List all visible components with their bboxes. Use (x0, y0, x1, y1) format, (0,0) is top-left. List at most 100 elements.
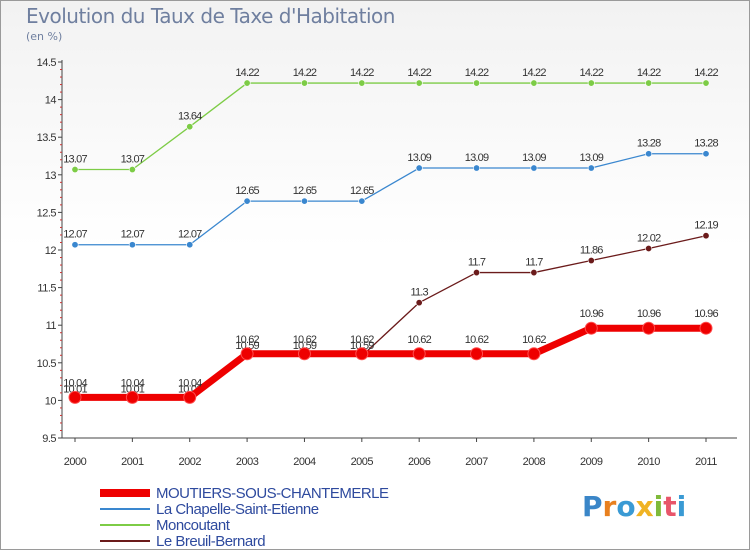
data-label: 13.09 (522, 152, 546, 164)
chart-legend: MOUTIERS-SOUS-CHANTEMERLE La Chapelle-Sai… (100, 484, 389, 550)
data-point (642, 321, 656, 335)
data-label: 13.07 (63, 154, 87, 166)
data-label: 10.04 (121, 377, 145, 389)
data-label: 12.19 (694, 220, 718, 232)
data-label: 14.22 (694, 67, 718, 79)
y-tick-label: 12 (45, 245, 57, 257)
logo-letter: i (653, 490, 664, 523)
data-point (412, 347, 426, 361)
x-tick-label: 2006 (408, 456, 431, 468)
data-point (530, 79, 538, 87)
legend-item: Le Breuil-Bernard (100, 532, 389, 550)
x-tick-label: 2003 (236, 456, 259, 468)
data-label: 10.01 (121, 384, 145, 396)
data-point (186, 123, 194, 131)
data-label: 12.07 (121, 229, 145, 241)
logo-letter: o (616, 490, 636, 523)
y-tick-label: 10 (45, 395, 57, 407)
data-point (71, 166, 79, 174)
data-label: 10.62 (293, 334, 317, 346)
data-point (587, 79, 595, 87)
data-point (415, 299, 423, 307)
data-label: 13.09 (580, 152, 604, 164)
x-tick-label: 2008 (523, 456, 546, 468)
x-tick-label: 2007 (465, 456, 488, 468)
data-label: 14.22 (465, 67, 489, 79)
x-tick-label: 2010 (637, 456, 660, 468)
series-moncoutant: 13.07 13.07 13.64 14.22 14.22 14.22 14.22 14.22… (63, 67, 719, 174)
data-point (186, 241, 194, 249)
data-label: 14.22 (350, 67, 374, 79)
data-point (473, 269, 481, 277)
x-tick-label: 2009 (580, 456, 603, 468)
chart-subtitle: (en %) (26, 30, 63, 43)
data-label: 10.62 (235, 334, 259, 346)
data-point (300, 79, 308, 87)
x-tick-label: 2002 (178, 456, 201, 468)
legend-label: Le Breuil-Bernard (156, 532, 266, 550)
data-point (243, 197, 251, 205)
data-point (527, 347, 541, 361)
x-tick-label: 2004 (293, 456, 316, 468)
x-tick-label: 2011 (695, 456, 717, 468)
data-point (702, 232, 710, 240)
legend-swatch (100, 489, 150, 497)
series-line (74, 235, 707, 401)
legend-label: La Chapelle-Saint-Etienne (156, 500, 319, 518)
data-label: 10.96 (580, 308, 604, 320)
legend-label: MOUTIERS-SOUS-CHANTEMERLE (156, 484, 389, 502)
data-point (355, 347, 369, 361)
data-label: 12.07 (178, 229, 202, 241)
legend-swatch (100, 508, 150, 510)
data-point (415, 164, 423, 172)
data-point (584, 321, 598, 335)
chart-title: Evolution du Taux de Taxe d'Habitation (26, 4, 395, 28)
data-label: 13.64 (178, 111, 202, 123)
data-point (645, 79, 653, 87)
data-label: 10.04 (63, 377, 87, 389)
series-moutiers-sous-chantemerle: 10.04 10.04 10.04 10.62 10.62 10.62 10.62 10.62… (63, 308, 719, 404)
data-label: 11.7 (468, 257, 486, 269)
data-label: 13.09 (465, 152, 489, 164)
data-point (415, 79, 423, 87)
data-label: 14.22 (407, 67, 431, 79)
data-point (240, 347, 254, 361)
logo-letter: i (676, 490, 687, 523)
data-point (645, 244, 653, 252)
data-label: 14.22 (235, 67, 259, 79)
data-point (473, 79, 481, 87)
data-label: 14.22 (637, 67, 661, 79)
y-tick-label: 11.5 (37, 283, 56, 295)
logo-letter: t (663, 490, 677, 523)
x-tick-label: 2005 (351, 456, 374, 468)
data-point (128, 166, 136, 174)
data-label: 13.28 (694, 138, 718, 150)
data-label: 11.3 (410, 287, 428, 299)
data-point (243, 79, 251, 87)
data-label: 12.65 (350, 185, 374, 197)
data-point (587, 164, 595, 172)
data-point (587, 257, 595, 265)
y-tick-label: 11 (46, 320, 57, 332)
series-line (74, 153, 707, 246)
data-label: 12.07 (63, 229, 87, 241)
logo-letter: x (635, 490, 654, 523)
data-point (473, 164, 481, 172)
data-point (530, 164, 538, 172)
data-label: 13.09 (407, 152, 431, 164)
y-tick-label: 13.5 (37, 132, 57, 144)
y-tick-label: 10.5 (37, 358, 57, 370)
data-label: 10.62 (465, 334, 489, 346)
data-label: 14.22 (522, 67, 546, 79)
data-point (470, 347, 484, 361)
data-point (702, 150, 710, 158)
y-tick-label: 14.5 (37, 57, 57, 69)
data-label: 10.59 (293, 340, 317, 352)
data-point (297, 347, 311, 361)
data-label: 10.59 (235, 340, 259, 352)
data-label: 14.22 (293, 67, 317, 79)
data-point (68, 390, 82, 404)
proxiti-logo: Proxiti (582, 490, 686, 523)
